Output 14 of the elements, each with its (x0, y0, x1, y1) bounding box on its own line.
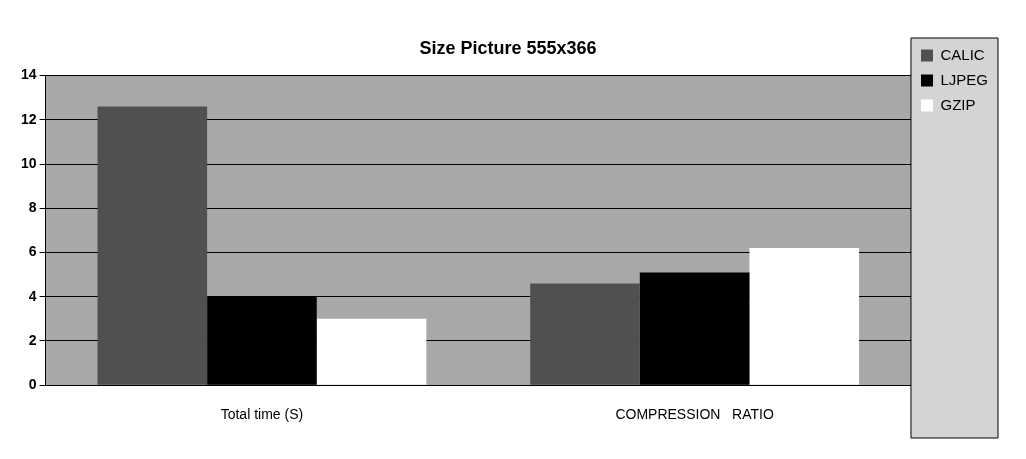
legend-label: CALIC (940, 45, 985, 63)
y-tick-label: 6 (28, 243, 37, 260)
legend-label: LJPEG (940, 70, 989, 88)
x-tick-label: COMPRESSION RATIO (615, 406, 774, 423)
chart-title: Size Picture 555x366 (419, 37, 597, 58)
x-tick-label: Total time (S) (220, 406, 304, 423)
y-tick-label: 4 (28, 287, 37, 304)
y-tick-label: 14 (20, 66, 37, 83)
y-tick-label: 10 (20, 154, 37, 171)
y-tick-label: 0 (28, 376, 37, 393)
y-tick-label: 12 (20, 110, 37, 127)
y-tick-label: 8 (28, 199, 37, 216)
legend-label: GZIP (940, 95, 976, 113)
y-tick-label: 2 (28, 331, 37, 348)
